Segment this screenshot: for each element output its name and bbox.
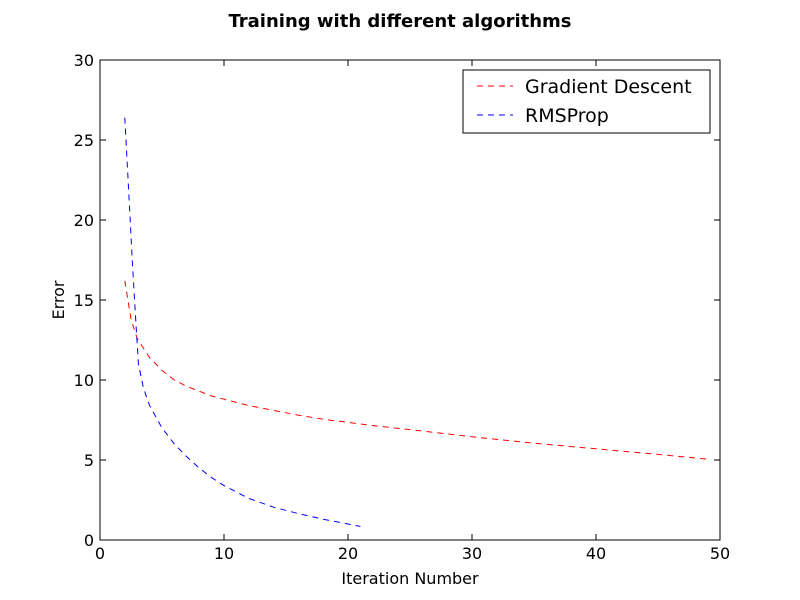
y-tick-label: 5	[84, 451, 94, 470]
legend-box	[462, 69, 711, 134]
y-tick-label: 25	[74, 131, 94, 150]
x-tick-label: 50	[710, 544, 730, 563]
y-tick-label: 15	[74, 291, 94, 310]
series-line-rmsprop	[124, 117, 361, 527]
x-axis-title: Iteration Number	[341, 569, 479, 588]
x-tick-label: 0	[95, 544, 105, 563]
x-tick-label: 40	[586, 544, 606, 563]
series-line-gradient-descent	[124, 280, 708, 460]
y-tick-label: 0	[84, 531, 94, 550]
y-tick-label: 30	[74, 51, 94, 70]
chart-title: Training with different algorithms	[228, 11, 571, 32]
legend-label: RMSProp	[525, 105, 609, 127]
legend-label: Gradient Descent	[525, 76, 692, 98]
y-axis-title: Error	[49, 280, 68, 319]
x-tick-label: 30	[462, 544, 482, 563]
x-tick-label: 10	[214, 544, 234, 563]
y-tick-label: 10	[74, 371, 94, 390]
x-tick-label: 20	[338, 544, 358, 563]
y-tick-label: 20	[74, 211, 94, 230]
